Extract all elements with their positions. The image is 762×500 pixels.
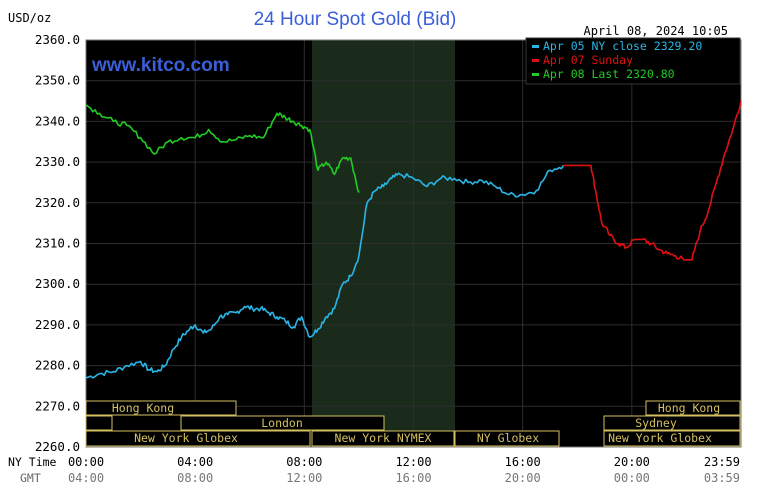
session-box-hong-kong bbox=[85, 400, 237, 416]
y-tick-label: 2350.0 bbox=[35, 73, 80, 88]
session-box-sydney bbox=[603, 415, 741, 431]
legend-label: Apr 08 Last 2320.80 bbox=[543, 67, 675, 81]
session-label-london: London bbox=[261, 416, 303, 430]
x-tick-label-ny: 23:59 bbox=[704, 455, 740, 469]
x-tick-label-ny: 08:00 bbox=[286, 455, 322, 469]
y-tick-label: 2290.0 bbox=[35, 317, 80, 332]
session-box-pre-london bbox=[85, 415, 113, 431]
session-box-ny-globex bbox=[454, 430, 560, 447]
session-label-hong-kong: Hong Kong bbox=[112, 401, 174, 415]
y-tick-label: 2260.0 bbox=[35, 439, 80, 454]
y-tick-label: 2320.0 bbox=[35, 195, 80, 210]
y-unit-label: USD/oz bbox=[8, 11, 51, 25]
session-box-london bbox=[180, 415, 385, 431]
session-box-new-york-globex-2 bbox=[603, 430, 741, 447]
grid-lines bbox=[86, 40, 741, 447]
x-tick-label-ny: 00:00 bbox=[68, 455, 104, 469]
y-tick-label: 2360.0 bbox=[35, 32, 80, 47]
series-line-apr-08 bbox=[85, 104, 360, 193]
series-line-apr-07 bbox=[563, 100, 742, 261]
session-label-hong-kong-2: Hong Kong bbox=[658, 401, 720, 415]
session-label-ny-globex: NY Globex bbox=[477, 431, 539, 445]
x-tick-label-gmt: 00:00 bbox=[614, 471, 650, 485]
y-tick-label: 2300.0 bbox=[35, 276, 80, 291]
session-box-new-york-nymex bbox=[311, 430, 455, 447]
x-tick-label-gmt: 16:00 bbox=[395, 471, 431, 485]
series-line-apr-05 bbox=[85, 164, 565, 379]
plot-border bbox=[85, 39, 742, 448]
x-tick-label-ny: 20:00 bbox=[614, 455, 650, 469]
y-tick-label: 2280.0 bbox=[35, 358, 80, 373]
x-tick-label-gmt: 04:00 bbox=[68, 471, 104, 485]
x-row-label-ny: NY Time bbox=[8, 455, 57, 469]
x-tick-label-ny: 16:00 bbox=[505, 455, 541, 469]
sessions-panel: Hong Kong Hong Kong London Sydney New Yo… bbox=[85, 400, 741, 447]
legend-swatch bbox=[532, 59, 539, 62]
series-layer bbox=[85, 100, 742, 379]
y-axis-ticks: 2360.0 2350.0 2340.0 2330.0 2320.0 2310.0 2300… bbox=[35, 32, 80, 454]
session-box-new-york-globex bbox=[85, 430, 311, 447]
y-tick-label: 2330.0 bbox=[35, 154, 80, 169]
session-label-new-york-globex: New York Globex bbox=[134, 431, 238, 445]
legend-swatch bbox=[532, 73, 539, 76]
legend-entry: Apr 05 NY close 2329.20 bbox=[532, 39, 702, 53]
x-tick-label-gmt: 03:59 bbox=[704, 471, 740, 485]
legend-label: Apr 07 Sunday bbox=[543, 53, 633, 67]
x-axis-ticks: 00:00 04:00 08:00 12:00 16:00 20:00 23:59 04:00… bbox=[68, 455, 740, 485]
session-label-sydney: Sydney bbox=[635, 416, 677, 430]
session-label-new-york-nymex: New York NYMEX bbox=[335, 431, 432, 445]
legend-swatch bbox=[532, 45, 539, 48]
legend-entry: Apr 07 Sunday bbox=[532, 53, 633, 67]
session-label-new-york-globex-2: New York Globex bbox=[608, 431, 712, 445]
chart-timestamp: April 08, 2024 10:05 bbox=[584, 24, 729, 38]
x-tick-label-gmt: 12:00 bbox=[286, 471, 322, 485]
x-row-label-gmt: GMT bbox=[20, 471, 41, 485]
legend-entry: Apr 08 Last 2320.80 bbox=[532, 67, 675, 81]
legend-box bbox=[525, 37, 741, 85]
x-tick-label-gmt: 08:00 bbox=[177, 471, 213, 485]
x-tick-label-ny: 04:00 bbox=[177, 455, 213, 469]
y-tick-label: 2270.0 bbox=[35, 398, 80, 413]
x-tick-label-gmt: 20:00 bbox=[505, 471, 541, 485]
legend-label: Apr 05 NY close 2329.20 bbox=[543, 39, 702, 53]
chart-title: 24 Hour Spot Gold (Bid) bbox=[254, 9, 457, 30]
watermark: www.kitco.com bbox=[91, 55, 230, 76]
session-box-hong-kong-2 bbox=[645, 400, 741, 416]
y-tick-label: 2310.0 bbox=[35, 236, 80, 251]
x-tick-label-ny: 12:00 bbox=[395, 455, 431, 469]
y-tick-label: 2340.0 bbox=[35, 113, 80, 128]
